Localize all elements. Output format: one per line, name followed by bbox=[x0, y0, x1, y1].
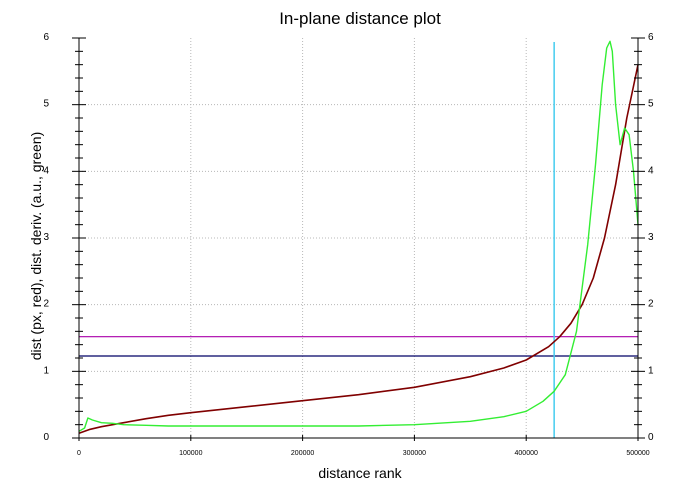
y-tick-label-right: 5 bbox=[648, 99, 654, 110]
y-tick-label-right: 0 bbox=[648, 432, 654, 443]
series-line-1 bbox=[78, 64, 639, 435]
y-tick-label-right: 4 bbox=[648, 165, 654, 176]
y-tick-label-left: 5 bbox=[43, 99, 49, 110]
y-tick-label-left: 3 bbox=[43, 232, 49, 243]
y-tick-label-left: 2 bbox=[43, 299, 49, 310]
x-tick-label: 300000 bbox=[403, 450, 426, 457]
series-line-2 bbox=[78, 40, 639, 432]
y-axis-label: dist (px, red), dist. deriv. (a.u., gree… bbox=[28, 132, 44, 361]
y-tick-label-right: 6 bbox=[648, 32, 654, 43]
x-tick-label: 200000 bbox=[291, 450, 314, 457]
chart-title: In-plane distance plot bbox=[279, 9, 441, 28]
y-tick-label-right: 2 bbox=[648, 299, 654, 310]
y-tick-label-right: 3 bbox=[648, 232, 654, 243]
y-tick-label-right: 1 bbox=[648, 365, 654, 376]
y-tick-label-left: 6 bbox=[43, 32, 49, 43]
grid-lines bbox=[79, 38, 638, 438]
x-axis-label: distance rank bbox=[318, 465, 402, 481]
x-tick-label: 0 bbox=[77, 450, 81, 457]
series-lines bbox=[78, 40, 639, 435]
x-tick-label: 400000 bbox=[515, 450, 538, 457]
x-tick-label: 500000 bbox=[626, 450, 649, 457]
y-tick-label-left: 4 bbox=[43, 165, 49, 176]
y-tick-label-left: 1 bbox=[43, 365, 49, 376]
reference-lines bbox=[79, 42, 638, 438]
y-tick-label-left: 0 bbox=[43, 432, 49, 443]
x-tick-label: 100000 bbox=[179, 450, 202, 457]
ticks: 0 0 1 1 2 2 3 3 4 4 5 5 6 6 0 100000 200000 300000 400000 5… bbox=[43, 32, 654, 457]
